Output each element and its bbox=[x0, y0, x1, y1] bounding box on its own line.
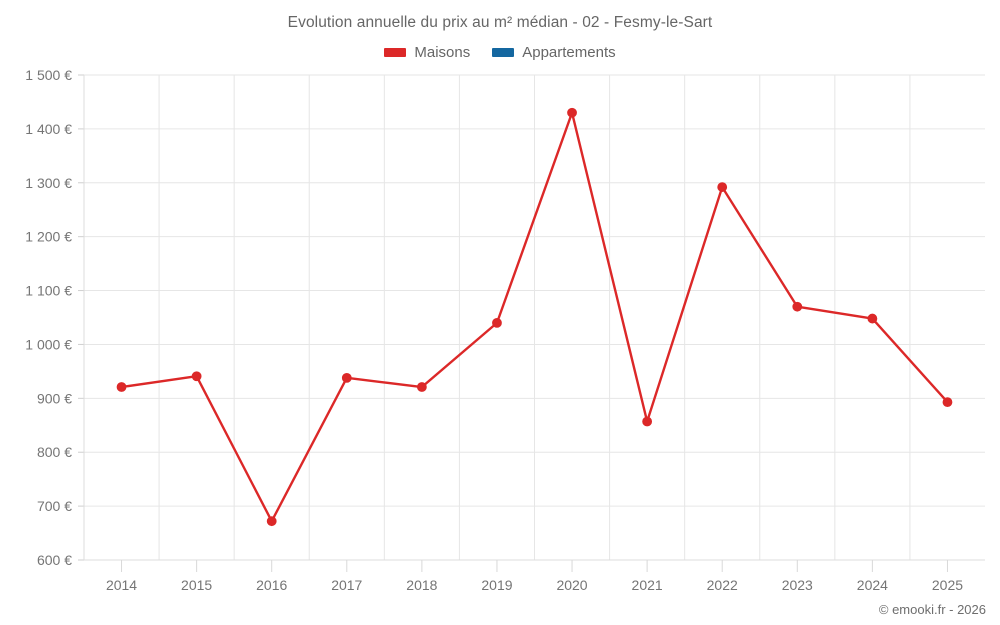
legend-swatch-maisons-icon bbox=[384, 48, 407, 57]
credit-text: © emooki.fr - 2026 bbox=[878, 602, 986, 617]
x-axis-tick-label: 2020 bbox=[556, 577, 587, 593]
y-axis-tick-label: 1 000 € bbox=[25, 336, 72, 352]
data-point[interactable] bbox=[792, 301, 803, 312]
legend-swatch-appartements-icon bbox=[492, 48, 515, 57]
legend-label-maisons: Maisons bbox=[414, 44, 471, 61]
grid-lines bbox=[78, 74, 985, 572]
data-point[interactable] bbox=[717, 182, 728, 192]
y-axis-tick-label: 1 400 € bbox=[25, 121, 72, 137]
y-axis-tick-label: 1 100 € bbox=[25, 283, 72, 299]
x-axis-tick-label: 2018 bbox=[406, 577, 437, 593]
chart-title: Evolution annuelle du prix au m² médian … bbox=[287, 14, 713, 31]
x-axis-tick-label: 2017 bbox=[331, 577, 362, 593]
y-axis-tick-label: 700 € bbox=[37, 498, 72, 514]
data-point[interactable] bbox=[567, 107, 577, 118]
data-point[interactable] bbox=[191, 371, 202, 382]
x-axis-tick-label: 2014 bbox=[106, 577, 137, 593]
data-point[interactable] bbox=[867, 313, 878, 324]
series-line-maisons bbox=[120, 111, 949, 523]
x-axis-tick-labels: 2014 2015 2016 2017 2018 2019 2020 2021 2022 2023… bbox=[106, 577, 963, 593]
chart-legend: Maisons Appartements bbox=[0, 44, 1000, 61]
data-point[interactable] bbox=[341, 372, 352, 383]
y-axis-tick-label: 1 500 € bbox=[25, 67, 72, 83]
y-axis-tick-label: 1 200 € bbox=[25, 229, 72, 245]
legend-item-maisons[interactable]: Maisons bbox=[384, 44, 470, 61]
x-axis-tick-label: 2025 bbox=[932, 577, 963, 593]
x-axis-tick-label: 2016 bbox=[256, 577, 287, 593]
y-axis-tick-label: 800 € bbox=[37, 444, 72, 460]
legend-label-appartements: Appartements bbox=[522, 44, 616, 61]
x-axis-tick-label: 2015 bbox=[181, 577, 212, 593]
legend-item-appartements[interactable]: Appartements bbox=[492, 44, 616, 61]
x-axis-tick-label: 2021 bbox=[632, 577, 663, 593]
x-axis-tick-label: 2022 bbox=[707, 577, 738, 593]
data-point[interactable] bbox=[116, 382, 127, 392]
x-axis-tick-label: 2024 bbox=[857, 577, 888, 593]
data-point[interactable] bbox=[266, 516, 277, 527]
y-axis-tick-label: 900 € bbox=[37, 390, 72, 406]
y-axis-tick-label: 1 300 € bbox=[25, 175, 72, 191]
y-axis-tick-label: 600 € bbox=[37, 552, 72, 568]
data-point[interactable] bbox=[942, 397, 953, 408]
data-point[interactable] bbox=[492, 317, 502, 328]
data-point[interactable] bbox=[416, 382, 427, 392]
data-series-layer bbox=[116, 107, 953, 527]
data-point[interactable] bbox=[642, 416, 653, 427]
x-axis-tick-label: 2023 bbox=[782, 577, 813, 593]
y-axis-tick-labels: 600 € 700 € 800 € 900 € 1 000 € 1 100 € 1 200 … bbox=[25, 67, 72, 568]
x-axis-tick-label: 2019 bbox=[481, 577, 512, 593]
